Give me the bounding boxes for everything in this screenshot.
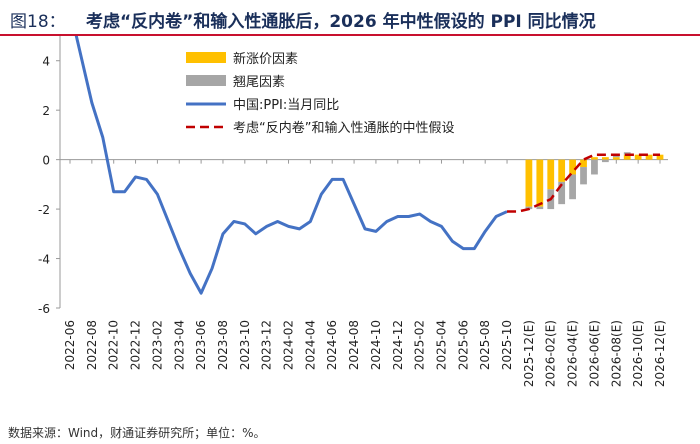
x-tick-label: 2024-10 xyxy=(369,320,383,370)
bar-new-inflation xyxy=(536,159,544,207)
x-tick-label: 2026-06(E) xyxy=(587,320,601,387)
bar-new-inflation xyxy=(558,159,566,182)
y-tick-label: -4 xyxy=(38,253,50,267)
y-tick-label: -6 xyxy=(38,302,50,316)
x-tick-label: 2022-12 xyxy=(129,320,143,370)
legend-swatch-new_inflation xyxy=(186,52,226,63)
bar-new-inflation xyxy=(634,154,642,160)
series-line-ppi xyxy=(74,36,508,295)
legend-label-carryover: 翘尾因素 xyxy=(233,75,285,90)
bar-new-inflation xyxy=(612,157,620,160)
bar-new-inflation xyxy=(547,159,555,190)
legend-swatch-carryover xyxy=(186,75,226,86)
bar-new-inflation xyxy=(656,154,664,160)
x-tick-label: 2026-12(E) xyxy=(653,320,667,387)
x-tick-label: 2024-02 xyxy=(282,320,296,370)
x-tick-label: 2022-08 xyxy=(85,320,99,370)
legend-label-neutral: 考虑“反内卷”和输入性通胀的中性假设 xyxy=(233,120,454,136)
bar-new-inflation xyxy=(645,154,653,160)
y-tick-label: 0 xyxy=(42,154,50,168)
figure-title: 考虑“反内卷”和输入性通胀后，2026 年中性假设的 PPI 同比情况 xyxy=(86,12,596,32)
x-tick-label: 2025-04 xyxy=(434,320,448,370)
chart-axes: 4 2 0 -2 -4 -6 2022-06 2022-08 2022-10 2022-12 202… xyxy=(38,36,668,387)
ppi-chart: 4 2 0 -2 -4 -6 2022-06 2022-08 2022-10 2022-12 202… xyxy=(38,36,668,387)
x-tick-label: 2026-02(E) xyxy=(544,320,558,387)
line-layer xyxy=(74,36,660,295)
bar-carryover xyxy=(591,159,598,175)
bar-new-inflation xyxy=(601,157,609,160)
x-tick-label: 2024-04 xyxy=(303,320,317,370)
title-divider xyxy=(0,34,700,36)
x-tick-label: 2024-12 xyxy=(391,320,405,370)
x-tick-label: 2023-06 xyxy=(194,320,208,370)
x-tick-label: 2025-02 xyxy=(413,320,427,370)
legend-label-new_inflation: 新涨价因素 xyxy=(233,51,298,67)
bar-carryover xyxy=(569,174,576,200)
x-tick-label: 2026-08(E) xyxy=(609,320,623,387)
source-note: 数据来源：Wind，财通证券研究所；单位：%。 xyxy=(8,426,266,440)
x-tick-label: 2024-06 xyxy=(325,320,339,370)
y-tick-label: -2 xyxy=(38,203,50,217)
bar-carryover xyxy=(536,206,544,210)
x-tick-label: 2026-10(E) xyxy=(631,320,645,387)
x-tick-label: 2024-08 xyxy=(347,320,361,370)
title-bar: 图18： 考虑“反内卷”和输入性通胀后，2026 年中性假设的 PPI 同比情况 xyxy=(0,0,700,34)
x-tick-label: 2025-10 xyxy=(500,320,514,370)
y-tick-label: 4 xyxy=(42,55,50,69)
bar-new-inflation xyxy=(623,154,631,160)
x-tick-label: 2022-06 xyxy=(63,320,77,370)
bar-carryover xyxy=(601,159,609,163)
x-tick-label: 2025-12(E) xyxy=(522,320,536,387)
x-tick-label: 2022-10 xyxy=(107,320,121,370)
x-tick-label: 2023-02 xyxy=(150,320,164,370)
bar-carryover xyxy=(558,181,566,205)
figure-label: 图18： xyxy=(10,12,66,32)
x-tick-label: 2023-12 xyxy=(260,320,274,370)
bar-new-inflation xyxy=(525,159,533,207)
bar-layer xyxy=(525,152,664,210)
bar-new-inflation xyxy=(569,159,576,175)
x-tick-label: 2025-08 xyxy=(478,320,492,370)
bar-new-inflation xyxy=(591,157,598,160)
x-tick-label: 2025-06 xyxy=(456,320,470,370)
y-tick-label: 2 xyxy=(42,104,50,118)
x-tick-label: 2023-08 xyxy=(216,320,230,370)
legend-label-ppi: 中国:PPI:当月同比 xyxy=(233,98,339,113)
x-tick-label: 2023-10 xyxy=(238,320,252,370)
bar-new-inflation xyxy=(580,159,587,168)
x-tick-label: 2026-04(E) xyxy=(566,320,580,387)
bar-carryover xyxy=(580,167,587,185)
x-tick-label: 2023-04 xyxy=(172,320,186,370)
